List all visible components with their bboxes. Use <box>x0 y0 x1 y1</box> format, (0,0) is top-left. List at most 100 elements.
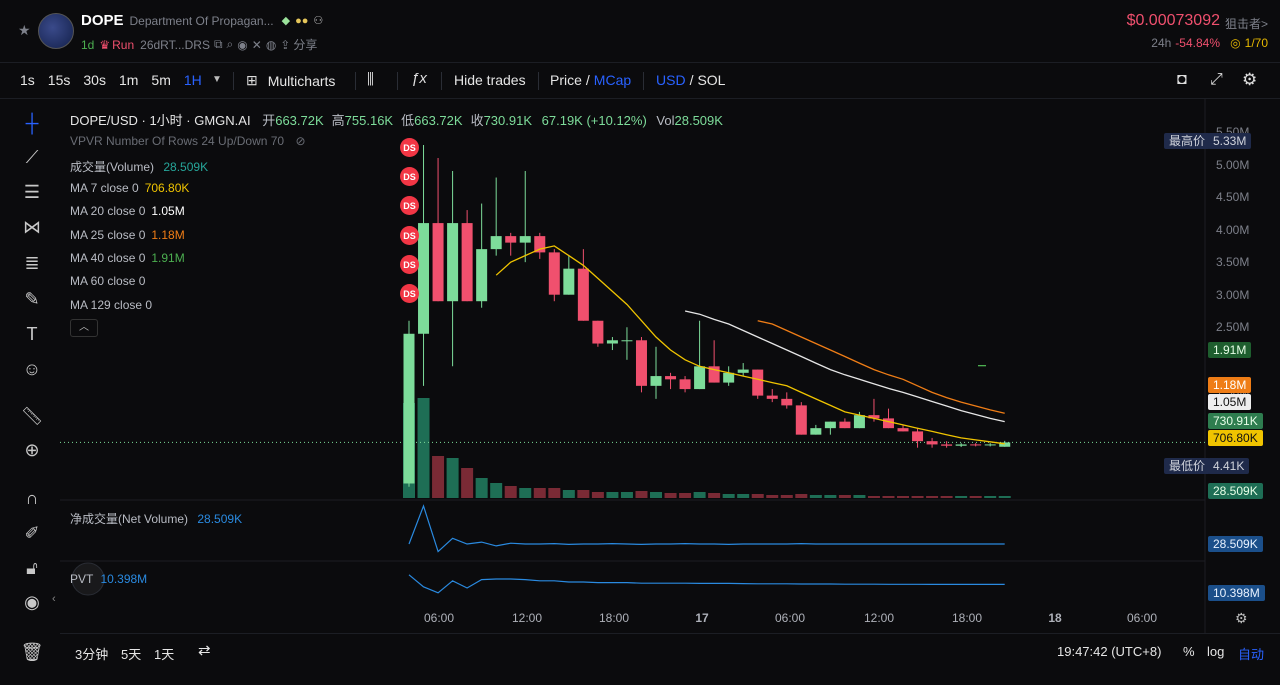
low-tag: 4.41K <box>1208 458 1250 474</box>
pill-icon: ◆ <box>281 15 291 27</box>
dev-sell-marker[interactable]: DS <box>400 255 419 274</box>
multicharts-button[interactable]: Multicharts <box>267 72 336 89</box>
ohlc-key: 高 <box>331 113 345 128</box>
range-1d[interactable]: 1天 <box>154 647 175 662</box>
ma-legend-item: MA 40 close 0 1.91M <box>70 251 185 265</box>
star-icon[interactable]: ★ <box>18 22 31 38</box>
crosshair-icon[interactable]: ┼ <box>25 112 39 133</box>
interval-1m[interactable]: 1m <box>118 72 139 88</box>
token-address[interactable]: 26dRT...DRS <box>140 37 210 52</box>
candle-body <box>505 236 517 243</box>
run-label: Run <box>112 37 135 52</box>
usd-toggle[interactable]: USD <box>656 72 686 88</box>
hide-trades-button[interactable]: Hide trades <box>454 72 526 88</box>
volume-bar <box>591 492 604 498</box>
interval-1h[interactable]: 1H <box>183 72 202 88</box>
net-volume-tag: 28.509K <box>1208 536 1263 552</box>
candle-body <box>432 223 444 302</box>
goto-settings-icon[interactable]: ⚙ <box>1235 610 1248 626</box>
volume-bar <box>780 495 793 498</box>
token-age: 1d <box>81 37 95 52</box>
eye-off-icon[interactable]: ⊘ <box>295 134 306 148</box>
candle-body <box>490 236 502 250</box>
range-5d[interactable]: 5天 <box>121 647 142 662</box>
percent-toggle[interactable]: % <box>1183 644 1195 659</box>
chevron-down-icon[interactable]: ▼ <box>212 74 222 85</box>
dev-sell-marker[interactable]: DS <box>400 284 419 303</box>
candle-body <box>694 366 706 390</box>
candle-body <box>476 249 488 302</box>
pattern-icon[interactable]: ⋈ <box>23 216 41 237</box>
mcap-toggle[interactable]: MCap <box>593 72 632 88</box>
ohlc-key: 低 <box>401 113 415 128</box>
price-toggle[interactable]: Price <box>550 72 582 88</box>
interval-5m[interactable]: 5m <box>151 72 171 88</box>
candle-body <box>461 223 473 302</box>
ruler-icon[interactable]: 📏︎ <box>20 405 44 426</box>
volume-bar <box>620 492 633 498</box>
unlock-icon[interactable]: 🔓︎ <box>26 557 38 578</box>
lock-draw-icon[interactable]: ✐ <box>24 522 40 543</box>
volume-bar <box>461 468 474 498</box>
ma20-tag: 1.05M <box>1208 394 1252 410</box>
telegram-icon[interactable]: ◉ <box>237 37 248 52</box>
pair-label: DOPE/USD · 1小时 · GMGN.AI <box>70 113 251 128</box>
zoom-icon[interactable]: ⊕ <box>24 439 40 460</box>
log-toggle[interactable]: log <box>1207 644 1225 659</box>
volume-bar <box>693 492 706 498</box>
candle-body <box>824 421 836 429</box>
candle-body <box>839 421 851 429</box>
copy-icon[interactable]: ⧉ <box>213 37 223 51</box>
sol-toggle[interactable]: SOL <box>697 72 726 88</box>
dev-sell-marker[interactable]: DS <box>400 196 419 215</box>
interval-30s[interactable]: 30s <box>83 72 106 88</box>
share-label[interactable]: 分享 <box>293 38 318 52</box>
candle-style-icon[interactable]: ⫼ <box>367 71 374 88</box>
fib-icon[interactable]: ≣ <box>24 252 40 273</box>
pvt-badge <box>71 562 105 596</box>
collapse-arrow-icon[interactable]: ‹ <box>52 593 56 605</box>
sniper-link[interactable]: 狙击者> <box>1224 17 1268 31</box>
ma20-line <box>684 310 1005 423</box>
share-icon[interactable]: ⇪ <box>280 37 291 52</box>
ma25-line <box>757 320 1005 414</box>
emoji-icon[interactable]: ☺ <box>22 358 42 379</box>
ma25-tag: 1.18M <box>1208 377 1252 393</box>
x-icon[interactable]: ✕ <box>251 37 262 52</box>
auto-toggle[interactable]: 自动 <box>1238 647 1265 662</box>
text-icon[interactable]: T <box>26 323 38 344</box>
trend-line-icon[interactable]: ⟋ <box>25 146 39 167</box>
eye-icon[interactable]: ◉ <box>24 591 40 612</box>
net-volume-label: 净成交量(Net Volume) <box>70 512 189 526</box>
volume-bar <box>635 491 648 498</box>
range-3min[interactable]: 3分钟 <box>75 647 109 662</box>
dev-sell-marker[interactable]: DS <box>400 138 419 157</box>
interval-15s[interactable]: 15s <box>47 72 71 88</box>
dev-sell-marker[interactable]: DS <box>400 226 419 245</box>
globe-icon[interactable]: ◍ <box>265 37 277 52</box>
dev-sell-marker[interactable]: DS <box>400 167 419 186</box>
search-icon[interactable]: ⌕ <box>226 37 234 51</box>
date-range-icon[interactable]: ⇄ <box>198 642 211 659</box>
collapse-legend-button[interactable]: ︿ <box>70 319 98 337</box>
plus-square-icon[interactable]: ⊞ <box>246 72 258 88</box>
volume-bar <box>809 495 822 498</box>
interval-1s[interactable]: 1s <box>20 72 35 88</box>
candle-body <box>868 415 880 419</box>
ma7-line <box>495 245 1005 445</box>
volume-tag: 28.509K <box>1208 483 1263 499</box>
indicators-icon[interactable]: ƒx <box>411 70 427 87</box>
trash-icon[interactable]: 🗑︎ <box>20 641 44 662</box>
x-tick-label: 18 <box>1048 611 1062 625</box>
brush-icon[interactable]: ✎ <box>24 288 40 309</box>
horizontal-lines-icon[interactable]: ☰ <box>23 181 41 202</box>
ma-value: 1.05M <box>151 204 185 219</box>
clock-time[interactable]: 19:47:42 (UTC+8) <box>1057 644 1162 659</box>
change-label: 24h <box>1151 36 1172 50</box>
camera-icon[interactable]: ◘ <box>1177 71 1187 88</box>
fullscreen-icon[interactable]: ⤢ <box>1210 71 1223 88</box>
settings-icon[interactable]: ⚙ <box>1242 70 1258 89</box>
ohlc-value: 663.72K <box>275 113 324 128</box>
magnet-icon[interactable]: ∩ <box>25 487 39 508</box>
